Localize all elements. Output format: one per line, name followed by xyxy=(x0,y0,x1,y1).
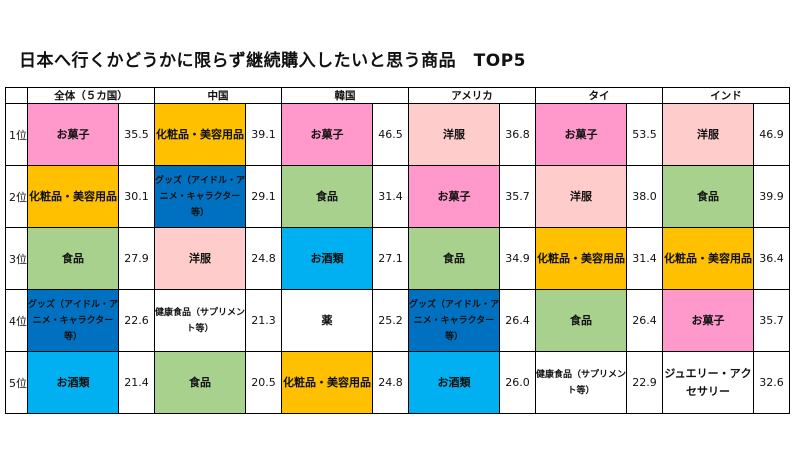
item-cell-korea: お菓子 xyxy=(281,103,373,166)
value-cell-thailand: 22.9 xyxy=(626,351,663,414)
page-title: 日本へ行くかどうかに限らず継続購入したいと思う商品 TOP5 xyxy=(19,51,526,71)
item-cell-usa: お酒類 xyxy=(408,351,500,414)
column-header-india: インド xyxy=(662,87,790,104)
item-cell-korea: お酒類 xyxy=(281,227,373,290)
item-cell-china: 食品 xyxy=(154,351,246,414)
rank-label: 4位 xyxy=(5,289,28,352)
value-cell-usa: 26.4 xyxy=(499,289,536,352)
value-cell-usa: 35.7 xyxy=(499,165,536,228)
table-row: 2位 化粧品・美容用品 30.1 グッズ（アイドル・アニメ・キャラクター等） 29.1 食… xyxy=(5,165,790,228)
item-cell-india: お菓子 xyxy=(662,289,754,352)
value-cell-all: 21.4 xyxy=(118,351,155,414)
item-cell-usa: お菓子 xyxy=(408,165,500,228)
item-cell-china: 健康食品（サプリメント等） xyxy=(154,289,246,352)
value-cell-china: 29.1 xyxy=(245,165,282,228)
column-header-thailand: タイ xyxy=(535,87,663,104)
value-cell-usa: 34.9 xyxy=(499,227,536,290)
value-cell-all: 35.5 xyxy=(118,103,155,166)
item-cell-usa: グッズ（アイドル・アニメ・キャラクター等） xyxy=(408,289,500,352)
rank-label: 2位 xyxy=(5,165,28,228)
item-cell-all: お酒類 xyxy=(27,351,119,414)
value-cell-all: 22.6 xyxy=(118,289,155,352)
item-cell-korea: 薬 xyxy=(281,289,373,352)
value-cell-usa: 36.8 xyxy=(499,103,536,166)
value-cell-china: 20.5 xyxy=(245,351,282,414)
value-cell-india: 36.4 xyxy=(753,227,790,290)
value-cell-usa: 26.0 xyxy=(499,351,536,414)
table-row: 3位 食品 27.9 洋服 24.8 お酒類 27.1 食品 34.9 化粧品・美容用品 31.4 化… xyxy=(5,227,790,290)
item-cell-thailand: お菓子 xyxy=(535,103,627,166)
item-cell-india: 洋服 xyxy=(662,103,754,166)
value-cell-india: 35.7 xyxy=(753,289,790,352)
header-row: 全体（５カ国） 中国 韓国 アメリカ タイ インド xyxy=(5,87,790,104)
value-cell-korea: 24.8 xyxy=(372,351,409,414)
item-cell-china: 洋服 xyxy=(154,227,246,290)
value-cell-thailand: 38.0 xyxy=(626,165,663,228)
item-cell-india: ジュエリー・アクセサリー xyxy=(662,351,754,414)
value-cell-china: 24.8 xyxy=(245,227,282,290)
column-header-usa: アメリカ xyxy=(408,87,536,104)
rank-header xyxy=(5,87,28,104)
value-cell-thailand: 26.4 xyxy=(626,289,663,352)
value-cell-korea: 31.4 xyxy=(372,165,409,228)
value-cell-india: 46.9 xyxy=(753,103,790,166)
value-cell-korea: 25.2 xyxy=(372,289,409,352)
item-cell-usa: 食品 xyxy=(408,227,500,290)
value-cell-china: 39.1 xyxy=(245,103,282,166)
value-cell-korea: 27.1 xyxy=(372,227,409,290)
value-cell-india: 32.6 xyxy=(753,351,790,414)
item-cell-china: 化粧品・美容用品 xyxy=(154,103,246,166)
rank-label: 3位 xyxy=(5,227,28,290)
value-cell-india: 39.9 xyxy=(753,165,790,228)
value-cell-thailand: 53.5 xyxy=(626,103,663,166)
item-cell-thailand: 化粧品・美容用品 xyxy=(535,227,627,290)
table-row: 1位 お菓子 35.5 化粧品・美容用品 39.1 お菓子 46.5 洋服 36.8 お菓子 53.… xyxy=(5,103,790,166)
item-cell-korea: 化粧品・美容用品 xyxy=(281,351,373,414)
column-header-all: 全体（５カ国） xyxy=(27,87,155,104)
item-cell-all: 食品 xyxy=(27,227,119,290)
table-row: 4位 グッズ（アイドル・アニメ・キャラクター等） 22.6 健康食品（サプリメント等）… xyxy=(5,289,790,352)
table-row: 5位 お酒類 21.4 食品 20.5 化粧品・美容用品 24.8 お酒類 26.0 健康食品（サ… xyxy=(5,351,790,414)
item-cell-thailand: 健康食品（サプリメント等） xyxy=(535,351,627,414)
rank-label: 5位 xyxy=(5,351,28,414)
rank-label: 1位 xyxy=(5,103,28,166)
value-cell-korea: 46.5 xyxy=(372,103,409,166)
ranking-table: 全体（５カ国） 中国 韓国 アメリカ タイ インド 1位 お菓子 35.5 化粧品・美… xyxy=(5,87,790,414)
item-cell-all: お菓子 xyxy=(27,103,119,166)
item-cell-korea: 食品 xyxy=(281,165,373,228)
item-cell-thailand: 食品 xyxy=(535,289,627,352)
value-cell-all: 30.1 xyxy=(118,165,155,228)
value-cell-thailand: 31.4 xyxy=(626,227,663,290)
value-cell-all: 27.9 xyxy=(118,227,155,290)
column-header-china: 中国 xyxy=(154,87,282,104)
value-cell-china: 21.3 xyxy=(245,289,282,352)
item-cell-all: 化粧品・美容用品 xyxy=(27,165,119,228)
item-cell-all: グッズ（アイドル・アニメ・キャラクター等） xyxy=(27,289,119,352)
column-header-korea: 韓国 xyxy=(281,87,409,104)
item-cell-usa: 洋服 xyxy=(408,103,500,166)
item-cell-india: 食品 xyxy=(662,165,754,228)
item-cell-india: 化粧品・美容用品 xyxy=(662,227,754,290)
item-cell-china: グッズ（アイドル・アニメ・キャラクター等） xyxy=(154,165,246,228)
item-cell-thailand: 洋服 xyxy=(535,165,627,228)
